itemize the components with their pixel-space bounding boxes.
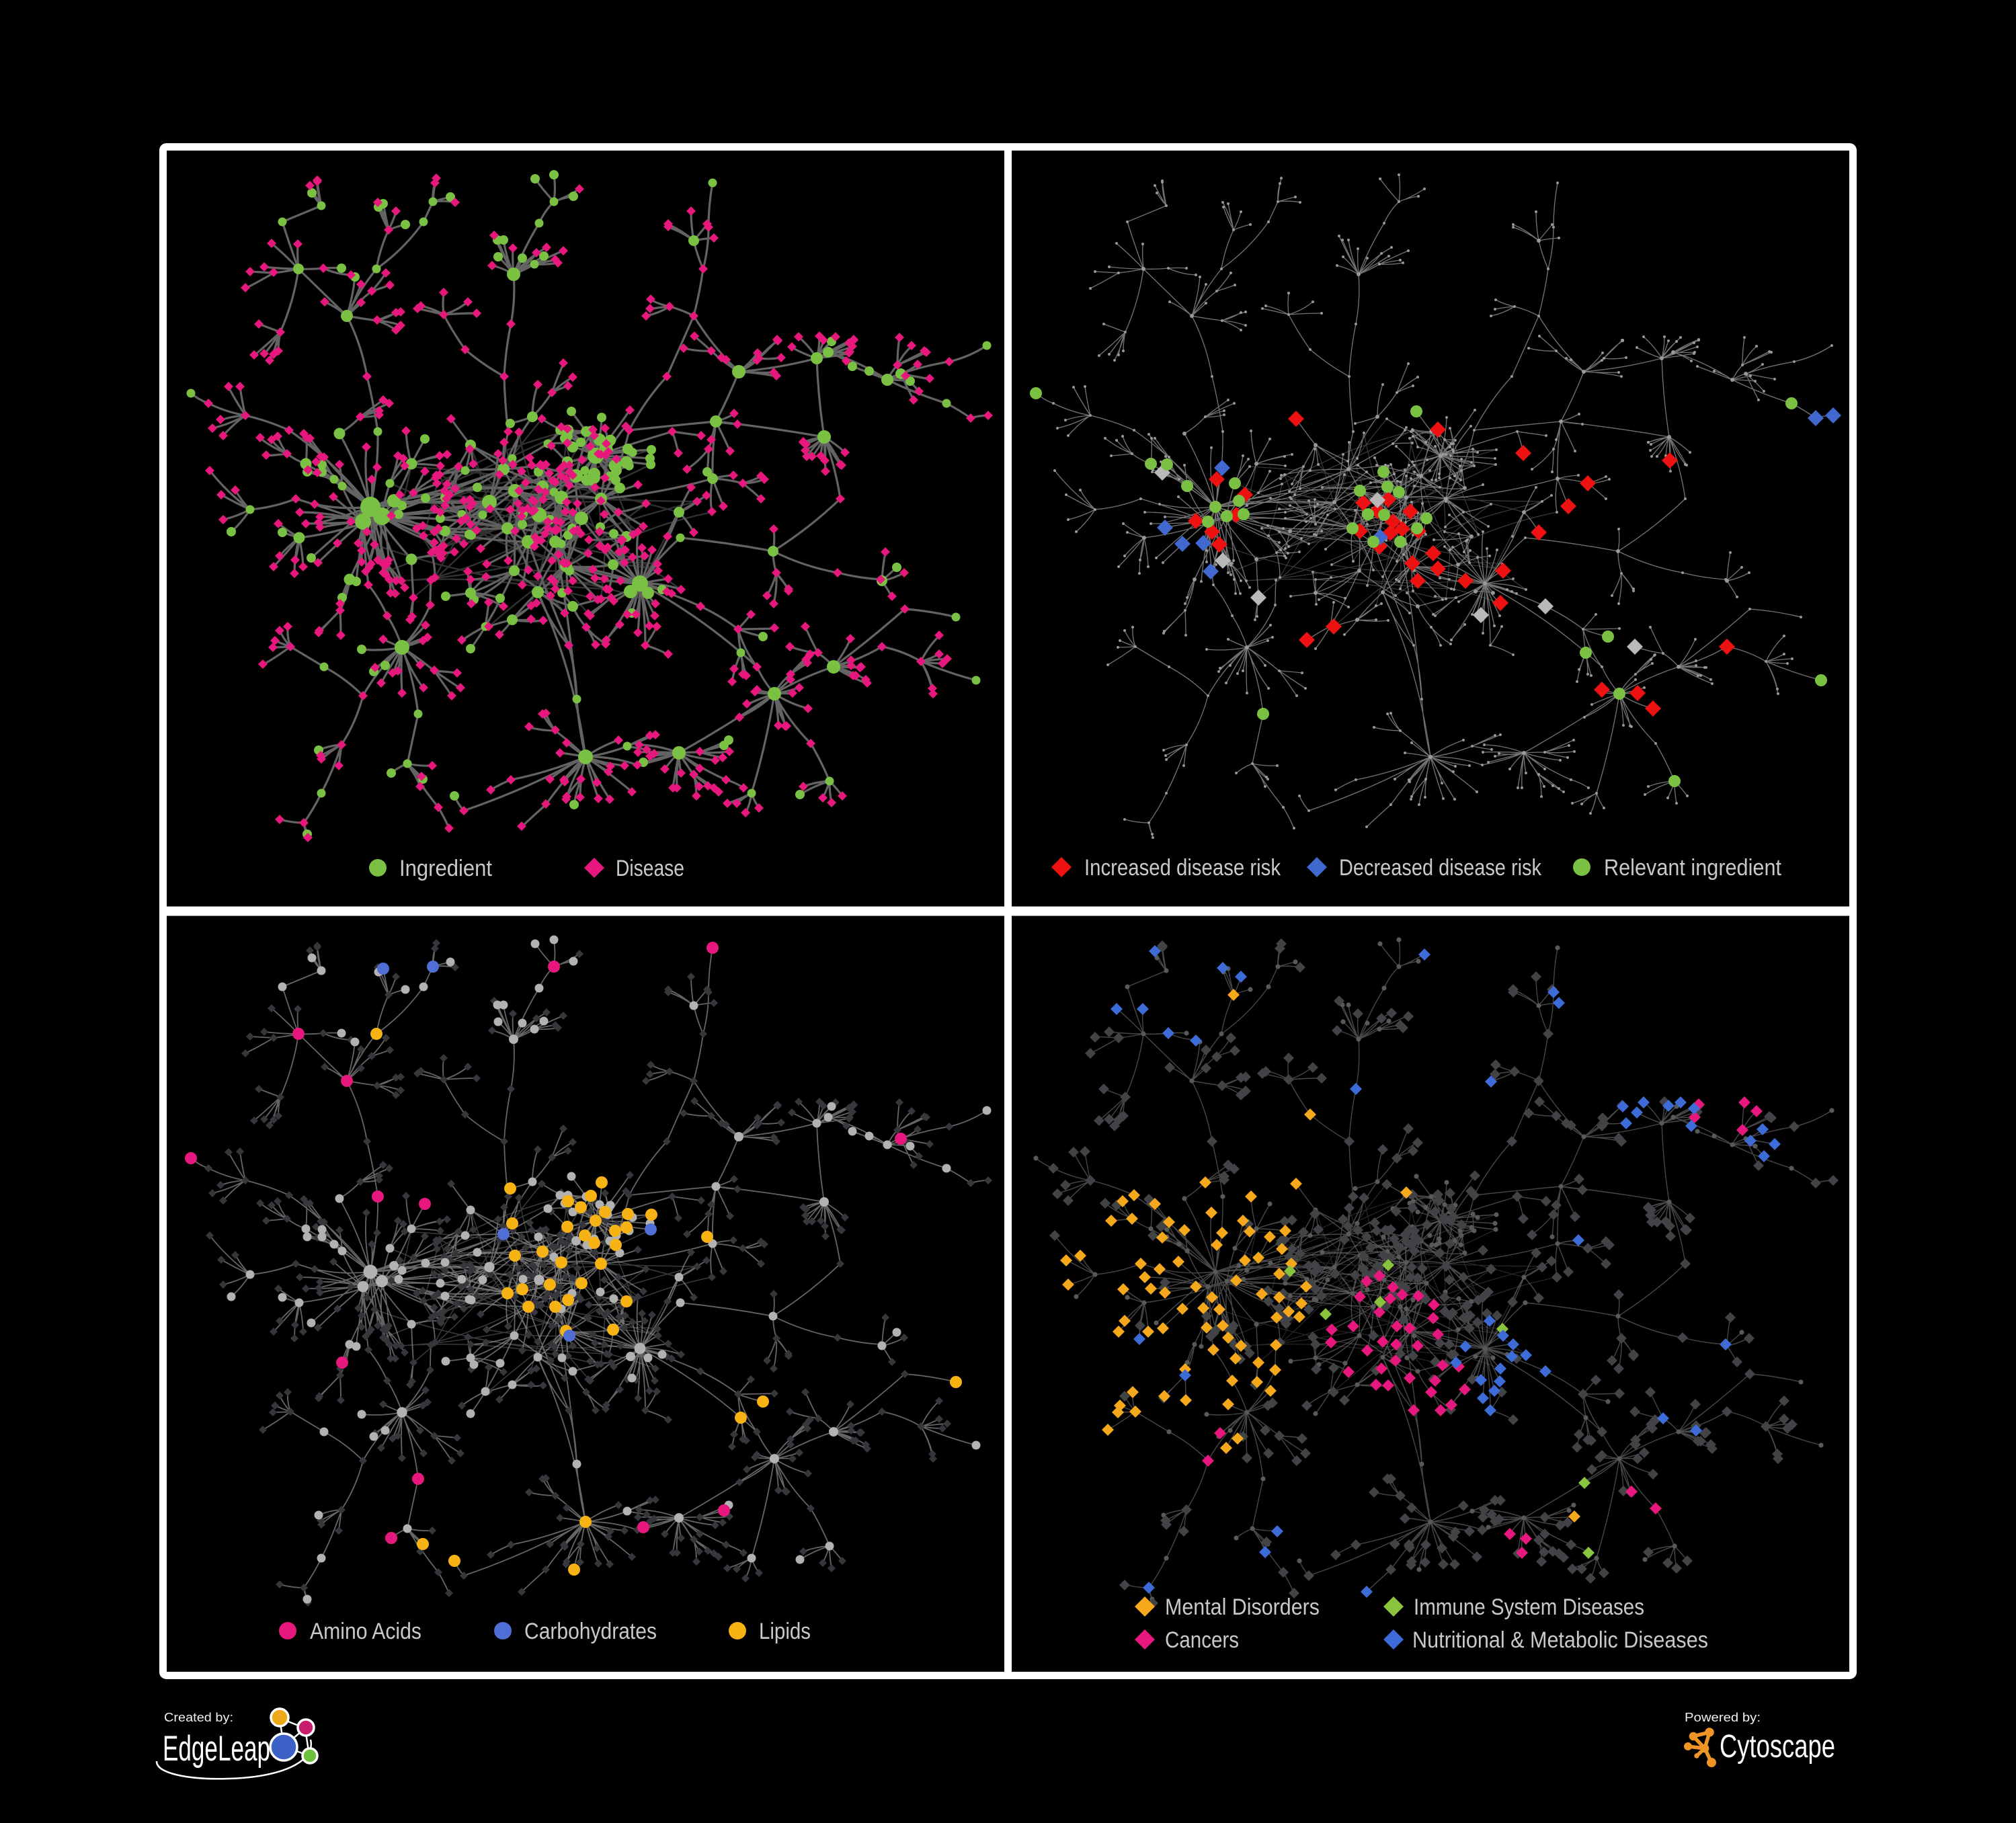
svg-text:Created by:: Created by:: [164, 1711, 233, 1724]
svg-text:Amino Acids: Amino Acids: [310, 1619, 421, 1644]
svg-text:Cytoscape: Cytoscape: [1720, 1729, 1835, 1765]
svg-text:Nutritional & Metabolic Diseas: Nutritional & Metabolic Diseases: [1412, 1627, 1708, 1653]
svg-text:Increased disease risk: Increased disease risk: [1084, 855, 1281, 881]
svg-text:Disease: Disease: [616, 856, 684, 881]
svg-text:Lipids: Lipids: [759, 1619, 811, 1644]
svg-text:Immune System Diseases: Immune System Diseases: [1414, 1594, 1644, 1620]
svg-text:Carbohydrates: Carbohydrates: [524, 1619, 657, 1644]
svg-text:Mental Disorders: Mental Disorders: [1165, 1594, 1320, 1620]
svg-text:Powered by:: Powered by:: [1685, 1711, 1761, 1724]
svg-text:EdgeLeap: EdgeLeap: [163, 1729, 270, 1769]
svg-text:Ingredient: Ingredient: [399, 856, 492, 881]
svg-text:Decreased disease risk: Decreased disease risk: [1339, 855, 1542, 881]
svg-text:Relevant ingredient: Relevant ingredient: [1604, 855, 1781, 881]
svg-text:Cancers: Cancers: [1165, 1627, 1239, 1653]
